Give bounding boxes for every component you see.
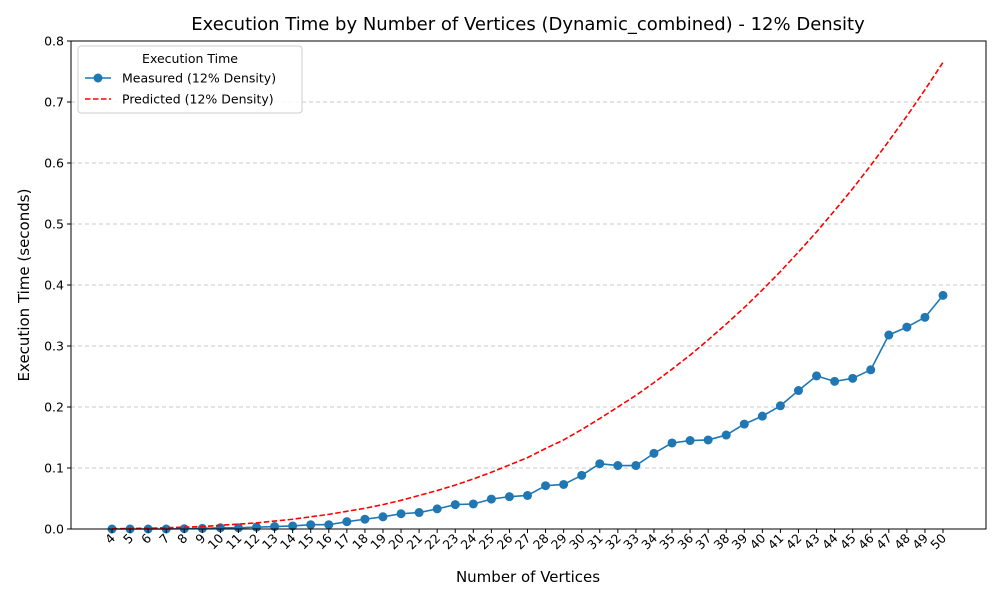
y-tick-label: 0.3 — [44, 339, 64, 354]
measured-point — [468, 499, 478, 509]
measured-point — [523, 490, 532, 500]
y-tick-label: 0.4 — [44, 278, 64, 293]
measured-point — [577, 470, 587, 480]
measured-point — [739, 419, 749, 429]
measured-point — [541, 481, 551, 491]
measured-point — [902, 322, 912, 332]
measured-point — [775, 401, 785, 411]
measured-point — [938, 290, 948, 300]
measured-point — [414, 508, 424, 518]
measured-point — [884, 330, 894, 340]
measured-point — [793, 386, 803, 396]
legend-title: Execution Time — [142, 51, 238, 66]
measured-point — [631, 461, 641, 471]
chart-title: Execution Time by Number of Vertices (Dy… — [191, 14, 865, 35]
legend-box — [77, 45, 303, 114]
grid — [71, 101, 986, 469]
measured-point — [721, 430, 731, 440]
y-tick-label: 0.5 — [44, 217, 64, 232]
measured-point — [866, 365, 876, 375]
legend-measured-label: Measured (12% Density) — [122, 71, 276, 86]
measured-point — [450, 500, 460, 510]
measured-point — [830, 376, 840, 386]
measured-point — [613, 461, 623, 471]
measured-point — [396, 509, 406, 519]
measured-point — [703, 435, 713, 445]
series-line-predicted — [111, 61, 944, 530]
measured-point — [595, 459, 605, 469]
measured-point — [432, 504, 442, 514]
y-tick-label: 0.8 — [44, 34, 64, 49]
y-axis-label: Execution Time (seconds) — [15, 189, 33, 382]
measured-point — [233, 523, 243, 533]
measured-point — [685, 436, 695, 446]
measured-point — [306, 520, 316, 530]
measured-point — [378, 512, 388, 522]
measured-point — [288, 521, 298, 531]
measured-point — [812, 371, 822, 381]
y-tick-label: 0.7 — [44, 95, 64, 110]
legend-predicted-label: Predicted (12% Density) — [122, 92, 274, 107]
y-tick-label: 0.6 — [44, 156, 64, 171]
legend-measured-marker — [93, 73, 103, 83]
y-axis: 0.0 0.1 0.2 0.3 0.4 0.5 0.6 0.7 0.8 — [44, 34, 71, 537]
y-tick-label: 0.2 — [44, 400, 64, 415]
measured-point — [848, 373, 858, 383]
x-axis-label: Number of Vertices — [456, 568, 600, 586]
measured-point — [559, 479, 569, 489]
measured-point — [504, 492, 514, 502]
legend: Execution Time Measured (12% Density) Pr… — [77, 45, 303, 114]
measured-point — [649, 448, 659, 458]
measured-point — [667, 438, 677, 448]
measured-point — [757, 411, 767, 421]
measured-point — [920, 312, 930, 322]
measured-point — [342, 517, 352, 527]
measured-point — [486, 494, 496, 504]
y-tick-label: 0.0 — [44, 522, 64, 537]
y-tick-label: 0.1 — [44, 461, 64, 476]
measured-point — [360, 514, 370, 524]
measured-point — [324, 520, 334, 530]
